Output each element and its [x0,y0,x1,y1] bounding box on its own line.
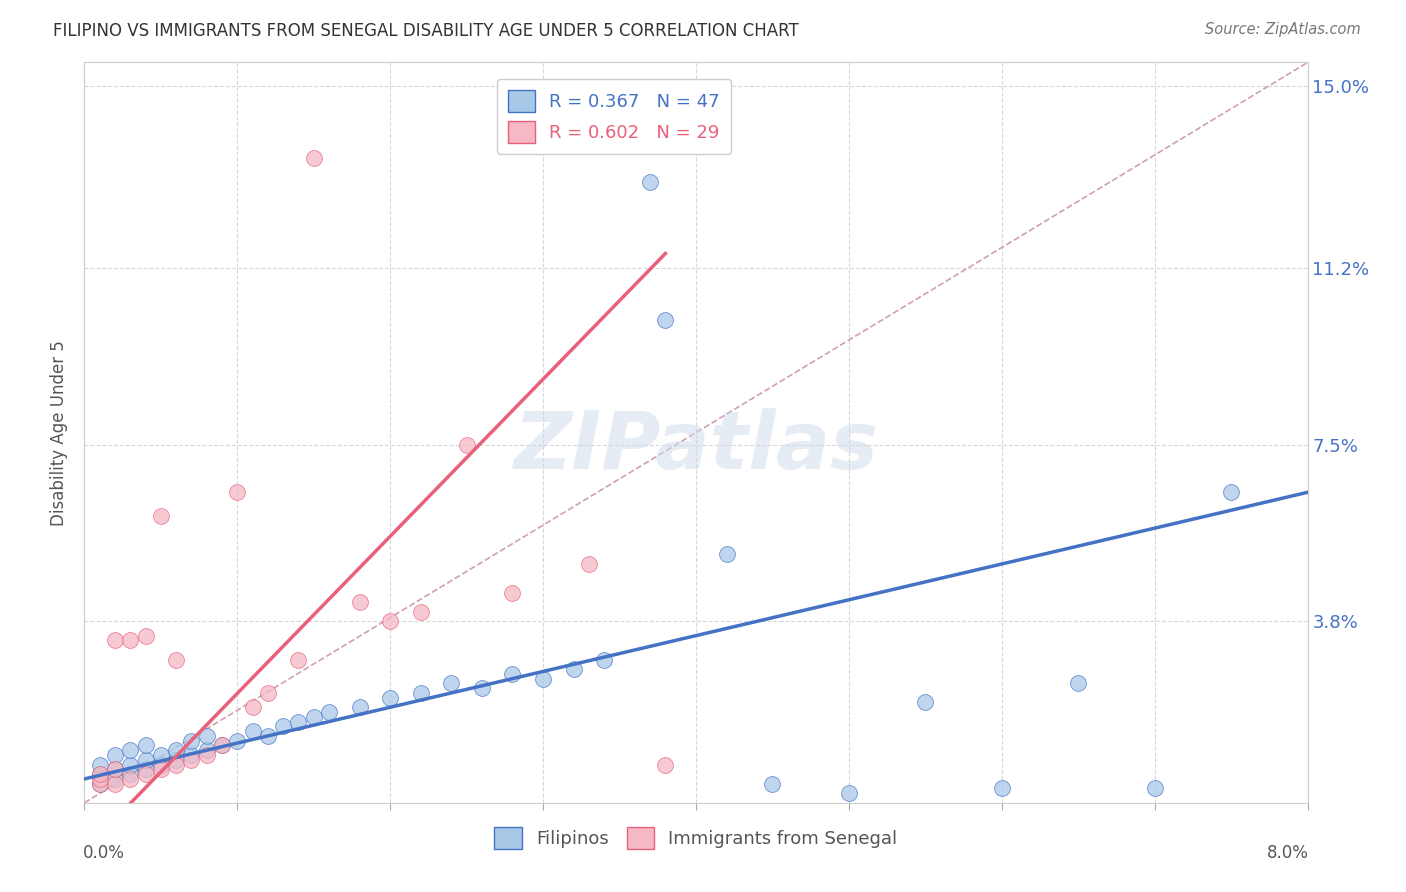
Point [89,772,111,786]
Point [380,690,402,705]
Point [838,786,860,800]
Point [578,557,600,571]
Point [593,652,616,666]
Point [104,763,127,777]
Point [149,763,172,777]
Point [120,633,142,648]
Point [165,652,187,666]
Point [638,175,661,189]
Point [120,743,142,757]
Point [135,629,157,643]
Y-axis label: Disability Age Under 5: Disability Age Under 5 [51,340,69,525]
Point [180,733,202,747]
Point [211,739,233,753]
Point [149,757,172,772]
Point [89,757,111,772]
Point [761,777,783,791]
Point [135,739,157,753]
Point [302,151,325,165]
Point [914,696,936,710]
Point [89,767,111,781]
Point [89,777,111,791]
Point [502,585,524,599]
Point [242,700,264,714]
Point [195,729,218,743]
Point [257,686,280,700]
Point [471,681,494,695]
Point [104,763,127,777]
Point [502,666,524,681]
Point [104,772,127,786]
Point [165,753,187,767]
Point [1220,485,1243,500]
Point [120,772,142,786]
Point [287,652,309,666]
Point [104,777,127,791]
Point [195,747,218,762]
Point [135,753,157,767]
Point [562,662,585,676]
Point [242,724,264,739]
Point [195,743,218,757]
Point [165,743,187,757]
Point [120,767,142,781]
Point [1067,676,1090,690]
Point [180,753,202,767]
Point [654,757,676,772]
Text: FILIPINO VS IMMIGRANTS FROM SENEGAL DISABILITY AGE UNDER 5 CORRELATION CHART: FILIPINO VS IMMIGRANTS FROM SENEGAL DISA… [53,22,799,40]
Text: ZIPatlas: ZIPatlas [513,409,879,486]
Point [149,747,172,762]
Point [135,763,157,777]
Point [409,686,432,700]
Point [257,729,280,743]
Point [149,509,172,524]
Point [226,485,249,500]
Point [89,777,111,791]
Point [302,710,325,724]
Point [380,615,402,629]
Point [287,714,309,729]
Point [271,719,294,733]
Point [716,548,738,562]
Point [531,672,554,686]
Text: 0.0%: 0.0% [83,844,125,862]
Point [654,313,676,327]
Point [440,676,463,690]
Point [1143,781,1166,796]
Point [349,700,371,714]
Legend: Filipinos, Immigrants from Senegal: Filipinos, Immigrants from Senegal [488,821,904,856]
Point [211,739,233,753]
Point [349,595,371,609]
Point [104,633,127,648]
Point [135,767,157,781]
Point [409,605,432,619]
Point [165,757,187,772]
Point [89,767,111,781]
Point [180,747,202,762]
Point [456,437,478,451]
Point [318,705,340,719]
Point [104,747,127,762]
Point [120,757,142,772]
Point [226,733,249,747]
Text: 8.0%: 8.0% [1267,844,1309,862]
Text: Source: ZipAtlas.com: Source: ZipAtlas.com [1205,22,1361,37]
Point [991,781,1014,796]
